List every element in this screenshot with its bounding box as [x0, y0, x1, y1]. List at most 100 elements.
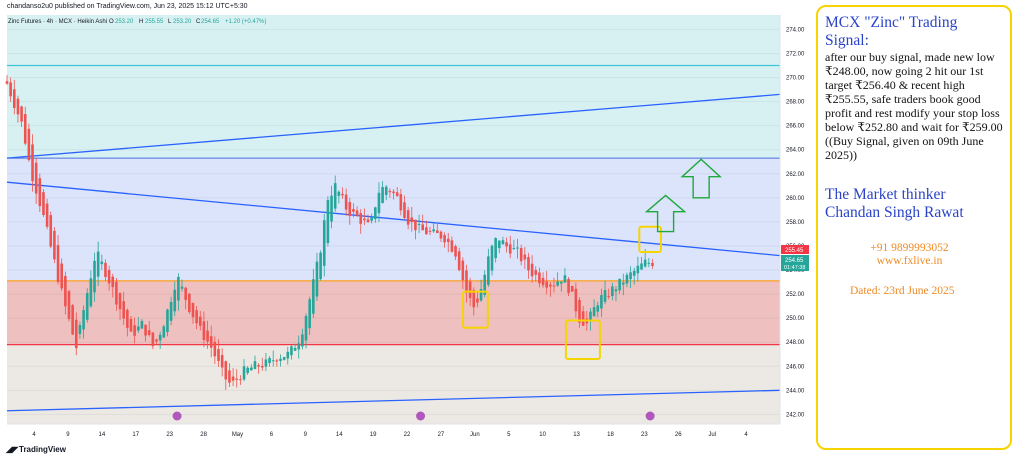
countdown-label: 01:47:38: [784, 265, 805, 271]
candle-body-75: [279, 358, 282, 361]
candle-body-167: [614, 289, 618, 292]
signal-body: after our buy signal, made new low ₹248.…: [825, 50, 1003, 162]
candle-body-144: [530, 263, 534, 277]
candle-body-87: [322, 220, 326, 266]
signal-date: Dated: 23rd June 2025: [850, 285, 955, 297]
price-tick-12: 266.00: [786, 124, 805, 130]
candle-body-9: [38, 178, 42, 207]
candle-body-81: [301, 334, 304, 347]
candle-body-149: [549, 284, 552, 287]
price-tick-9: 260.00: [786, 196, 805, 202]
signal-title: MCX "Zinc" Trading Signal:: [825, 14, 958, 49]
price-label-1: 255.45: [785, 248, 804, 254]
highlight-box-1: [462, 290, 489, 329]
legend-change: +1.20 (+0.47%): [225, 19, 266, 25]
trendline-lower-channel: [6, 389, 781, 412]
candle-body-17: [67, 291, 71, 320]
candle-body-24: [93, 260, 96, 293]
candle-body-54: [202, 321, 206, 340]
price-label-1-bg: [781, 245, 809, 254]
candle-body-16: [64, 275, 67, 307]
candle-body-85: [315, 261, 319, 297]
time-tick-3: 17: [132, 432, 139, 438]
highlight-box-3: [638, 225, 662, 253]
time-tick-7: 6: [270, 432, 274, 438]
candle-body-82: [304, 315, 308, 341]
candle-body-18: [71, 305, 74, 335]
candle-body-122: [450, 240, 454, 252]
time-tick-18: 23: [641, 432, 648, 438]
candle-body-58: [217, 349, 220, 361]
candle-body-1: [9, 82, 12, 97]
candle-body-67: [250, 367, 253, 371]
candle-body-50: [188, 293, 191, 313]
legend-o-value: 253.20: [115, 19, 134, 25]
candle-body-14: [56, 245, 60, 282]
price-tick-1: 244.00: [786, 388, 805, 394]
candle-body-154: [567, 278, 570, 293]
signal-panel: MCX "Zinc" Trading Signal: after our buy…: [816, 5, 1012, 450]
price-tick-3: 248.00: [786, 340, 805, 346]
candle-body-22: [85, 292, 89, 320]
time-tick-13: Jun: [470, 432, 480, 438]
candle-body-156: [574, 288, 578, 312]
candle-body-4: [20, 106, 23, 122]
candle-body-32: [122, 301, 125, 319]
candle-body-146: [538, 272, 541, 284]
candle-body-5: [23, 114, 27, 144]
candle-body-175: [643, 259, 647, 267]
candle-body-40: [151, 332, 155, 347]
candle-body-37: [140, 320, 144, 329]
candle-body-53: [198, 316, 202, 326]
candle-body-105: [388, 190, 392, 193]
price-tick-15: 272.00: [786, 51, 805, 57]
candle-body-148: [545, 281, 549, 288]
candle-body-44: [166, 309, 169, 333]
price-chart[interactable]: 242.00 244.00 246.00 248.00 250.00 252.00 254.…: [0, 0, 812, 459]
candle-body-151: [556, 281, 559, 286]
candle-body-89: [330, 195, 333, 222]
candle-body-174: [640, 263, 643, 270]
candle-body-132: [487, 256, 490, 285]
candle-body-28: [107, 269, 111, 284]
price-tick-8: 258.00: [786, 220, 805, 226]
candle-body-8: [34, 162, 38, 194]
price-tick-4: 250.00: [786, 316, 805, 322]
candle-body-19: [74, 319, 78, 349]
candle-body-13: [53, 230, 56, 260]
time-tick-12: 27: [438, 432, 445, 438]
legend-c-label: C: [196, 19, 201, 25]
candle-body-177: [651, 262, 654, 267]
candle-body-71: [264, 359, 268, 367]
brand-line-2: Chandan Singh Rawat: [825, 204, 964, 221]
candle-body-103: [381, 187, 384, 203]
candle-body-107: [395, 192, 399, 196]
candle-body-30: [115, 281, 118, 305]
time-tick-1: 9: [66, 432, 70, 438]
time-tick-17: 18: [607, 432, 614, 438]
candle-body-94: [348, 202, 352, 216]
candle-body-74: [275, 360, 279, 362]
candle-body-73: [271, 360, 275, 362]
candle-body-36: [136, 326, 140, 331]
candle-body-131: [483, 274, 487, 295]
candle-body-152: [559, 281, 563, 284]
time-tick-4: 23: [166, 432, 173, 438]
last-price-label: 254.65: [785, 258, 804, 264]
candle-body-170: [625, 274, 629, 284]
candle-body-137: [505, 242, 508, 247]
candle-body-135: [497, 240, 501, 249]
candle-body-47: [177, 276, 180, 301]
candle-body-84: [312, 279, 315, 314]
candle-body-27: [104, 262, 107, 277]
price-tick-10: 262.00: [786, 172, 805, 178]
trendline-descending: [6, 181, 781, 257]
candle-body-121: [446, 238, 450, 243]
candle-body-59: [220, 355, 224, 368]
candle-body-140: [516, 247, 519, 249]
candle-body-10: [42, 192, 45, 215]
contact-website[interactable]: www.fxlive.in: [876, 255, 943, 267]
candle-body-29: [111, 276, 115, 288]
candle-body-147: [541, 277, 545, 286]
candle-body-136: [501, 240, 505, 245]
